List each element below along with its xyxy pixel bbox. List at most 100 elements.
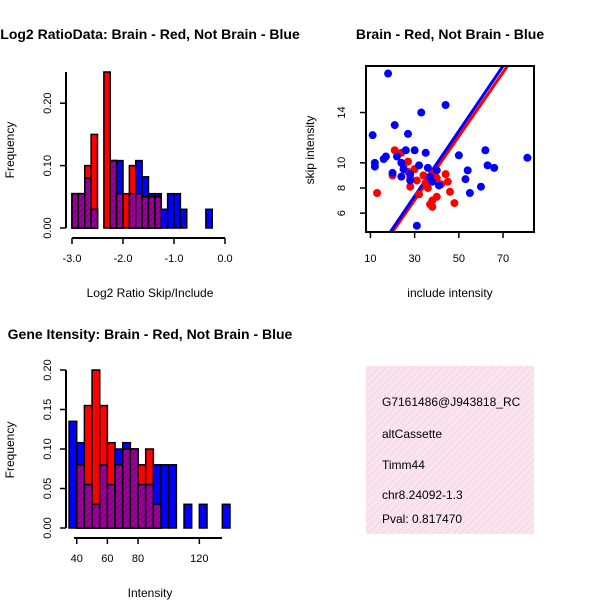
overlap-bar bbox=[128, 192, 137, 229]
not-brain-point bbox=[384, 69, 393, 78]
x-tick-label: -2.0 bbox=[114, 253, 133, 265]
intensity-histogram-panel: Gene Itensity: Brain - Red, Not Brain - … bbox=[3, 326, 293, 600]
x-tick-label: 60 bbox=[101, 553, 113, 565]
x-tick-label: 50 bbox=[453, 253, 465, 265]
brain-fit-line bbox=[391, 66, 509, 232]
not-brain-bar bbox=[160, 464, 170, 529]
brain-point bbox=[415, 190, 424, 199]
overlap-bar bbox=[144, 483, 155, 529]
ratio-histogram-bars bbox=[71, 71, 213, 229]
y-tick-label: 0.20 bbox=[42, 359, 54, 380]
ratio-histogram-title: Log2 RatioData: Brain - Red, Not Brain -… bbox=[0, 26, 300, 42]
info-panel: G7161486@J943818_RC altCassette Timm44 c… bbox=[366, 366, 534, 534]
scatter-x-label: include intensity bbox=[407, 286, 492, 300]
y-tick-label: 0.00 bbox=[42, 217, 54, 238]
y-tick-label: 0.15 bbox=[42, 399, 54, 420]
scatter-points bbox=[368, 69, 532, 230]
not-brain-point bbox=[404, 129, 412, 138]
x-tick-label: 40 bbox=[71, 553, 83, 565]
not-brain-bar bbox=[221, 503, 231, 529]
not-brain-point bbox=[481, 146, 490, 155]
ratio-histogram-y-label: Frequency bbox=[3, 122, 17, 179]
brain-point bbox=[404, 157, 412, 166]
not-brain-bar bbox=[183, 503, 193, 529]
overlap-bar bbox=[154, 196, 162, 229]
scatter-x-ticks: 10 30 50 70 bbox=[364, 232, 509, 265]
info-panel-background bbox=[366, 366, 534, 534]
overlap-bar bbox=[137, 483, 147, 529]
brain-point bbox=[450, 199, 459, 208]
intensity-histogram-x-ticks: 40 60 80 120 bbox=[71, 538, 209, 565]
not-brain-point bbox=[421, 148, 430, 157]
ratio-histogram-y-ticks: 0.00 0.10 0.20 bbox=[42, 92, 66, 239]
y-tick-label: 14 bbox=[336, 106, 348, 118]
not-brain-point bbox=[465, 189, 474, 198]
not-brain-point bbox=[490, 163, 499, 172]
brain-point bbox=[441, 170, 450, 179]
not-brain-point bbox=[390, 121, 399, 130]
not-brain-point bbox=[401, 146, 410, 155]
not-brain-bar bbox=[160, 208, 169, 229]
not-brain-point bbox=[428, 177, 437, 186]
overlap-bar bbox=[91, 503, 101, 529]
scatter-plot-frame bbox=[365, 65, 535, 233]
brain-bar bbox=[122, 192, 131, 229]
ratio-histogram-panel: Log2 RatioData: Brain - Red, Not Brain -… bbox=[0, 26, 300, 300]
not-brain-point bbox=[410, 146, 419, 155]
not-brain-point bbox=[463, 166, 472, 175]
overlap-bar bbox=[84, 177, 92, 229]
probe-id-text: G7161486@J943818_RC bbox=[382, 395, 521, 409]
brain-point bbox=[419, 171, 428, 180]
scatter-y-label: skip intensity bbox=[303, 116, 317, 185]
y-tick-label: 10 bbox=[336, 157, 348, 169]
brain-point bbox=[373, 189, 382, 198]
not-brain-point bbox=[388, 168, 397, 177]
brain-point bbox=[423, 183, 432, 192]
not-brain-point bbox=[523, 153, 532, 162]
intensity-histogram-y-ticks: 0.00 0.05 0.10 0.15 0.20 bbox=[42, 359, 66, 539]
brain-point bbox=[390, 146, 399, 155]
not-brain-bar bbox=[198, 503, 208, 529]
ratio-histogram-x-ticks: -3.0 -2.0 -1.0 0.0 bbox=[63, 238, 233, 265]
x-tick-label: 80 bbox=[132, 553, 144, 565]
not-brain-point bbox=[406, 176, 415, 185]
overlap-bar bbox=[109, 159, 118, 229]
not-brain-point bbox=[370, 162, 379, 171]
x-tick-label: -1.0 bbox=[165, 253, 184, 265]
brain-bar bbox=[103, 71, 111, 229]
overlap-bar bbox=[71, 192, 80, 229]
not-brain-point bbox=[399, 165, 408, 174]
not-brain-point bbox=[392, 152, 401, 161]
not-brain-point bbox=[441, 100, 450, 109]
intensity-histogram-bars bbox=[68, 369, 231, 529]
brain-point bbox=[432, 192, 441, 201]
not-brain-point bbox=[476, 182, 485, 191]
y-tick-label: 0.20 bbox=[42, 92, 54, 113]
brain-point bbox=[443, 177, 452, 186]
overlap-bar bbox=[129, 448, 139, 529]
scatter-title: Brain - Red, Not Brain - Blue bbox=[356, 26, 544, 42]
not-brain-point bbox=[397, 172, 406, 181]
overlap-bar bbox=[147, 196, 156, 229]
brain-point bbox=[428, 202, 437, 211]
y-tick-label: 0.05 bbox=[42, 478, 54, 499]
brain-point bbox=[412, 176, 421, 185]
overlap-bar bbox=[141, 196, 150, 229]
overlap-bar bbox=[98, 464, 109, 529]
not-brain-point bbox=[397, 158, 406, 167]
not-brain-bar bbox=[68, 420, 78, 529]
overlap-bar bbox=[83, 483, 93, 529]
not-brain-point bbox=[412, 221, 421, 230]
x-tick-label: 0.0 bbox=[217, 253, 232, 265]
not-brain-point bbox=[368, 131, 377, 140]
overlap-bar bbox=[106, 483, 116, 529]
not-brain-point bbox=[434, 181, 443, 190]
brain-point bbox=[406, 182, 415, 191]
not-brain-bar bbox=[166, 192, 175, 229]
y-tick-label: 0.10 bbox=[42, 155, 54, 176]
scatter-y-ticks: 6 8 10 14 bbox=[336, 106, 366, 216]
scatter-fit-lines bbox=[389, 66, 509, 232]
not-brain-bar bbox=[205, 208, 213, 229]
location-text: chr8.24092-1.3 bbox=[382, 488, 463, 502]
intensity-scatter-panel: Brain - Red, Not Brain - Blue 10 30 50 70 6… bbox=[303, 26, 544, 300]
